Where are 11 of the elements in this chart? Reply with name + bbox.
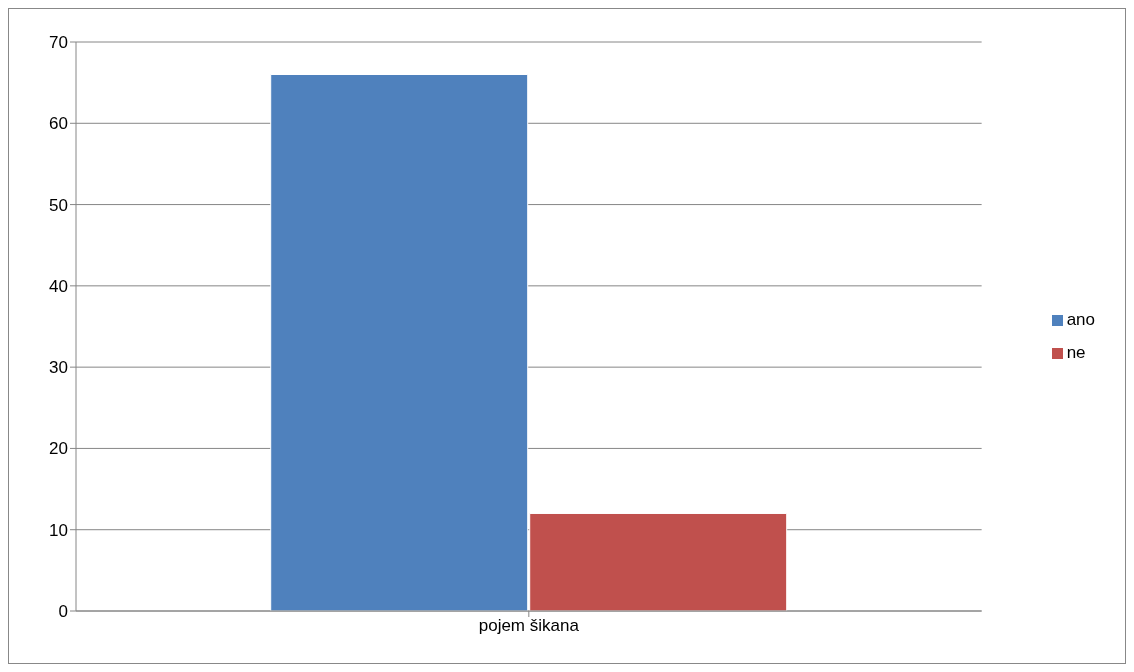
legend-label: ano	[1066, 310, 1095, 329]
y-tick-label: 50	[49, 195, 68, 215]
y-tick-label: 20	[49, 439, 68, 459]
y-tick-label: 60	[49, 114, 68, 134]
y-tick-label: 40	[49, 276, 68, 296]
y-tick-label: 30	[49, 358, 68, 378]
y-tick-label: 70	[49, 33, 68, 53]
legend-label: ne	[1066, 343, 1086, 362]
y-tick-label: 0	[58, 602, 68, 622]
x-tick-label: pojem šikana	[478, 616, 580, 636]
y-tick-label: 10	[49, 520, 68, 540]
